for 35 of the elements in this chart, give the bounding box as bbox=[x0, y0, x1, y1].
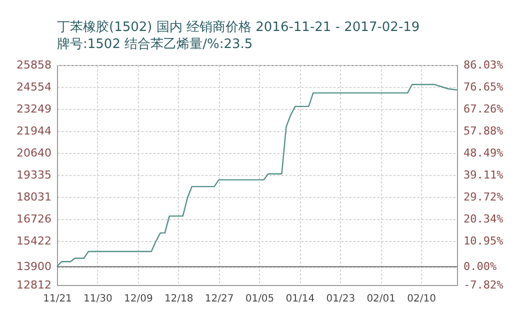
y-tick-label: 23249 bbox=[16, 102, 52, 116]
y2-tick-label: 20.34% bbox=[464, 212, 504, 226]
x-tick-label: 01/23 bbox=[326, 294, 356, 304]
x-tick-label: 02/10 bbox=[407, 294, 436, 304]
y-tick-label: 20640 bbox=[16, 146, 52, 160]
y2-tick-label: 67.26% bbox=[464, 102, 504, 116]
line-series bbox=[56, 84, 458, 268]
y2-tick-label: -7.82% bbox=[464, 278, 504, 292]
y2-tick-label: 0.00% bbox=[464, 260, 497, 274]
x-tick-label: 11/30 bbox=[84, 294, 112, 304]
y-tick-label: 16726 bbox=[16, 212, 52, 226]
y-tick-label: 25858 bbox=[16, 58, 52, 72]
y2-tick-label: 48.49% bbox=[464, 146, 504, 160]
y2-tick-label: 86.03% bbox=[464, 58, 504, 72]
y-tick-label: 15422 bbox=[16, 234, 52, 248]
y2-tick-label: 76.65% bbox=[464, 80, 504, 94]
y2-tick-label: 10.95% bbox=[464, 234, 504, 248]
y-tick-label: 21944 bbox=[16, 124, 52, 138]
y-tick-label: 24554 bbox=[16, 80, 52, 94]
y-tick-label: 19335 bbox=[16, 168, 52, 182]
chart-title: 丁苯橡胶(1502) 国内 经销商价格 2016-11-21 - 2017-02-19 bbox=[57, 20, 420, 35]
x-tick-label: 02/01 bbox=[366, 294, 396, 304]
y2-tick-label: 29.72% bbox=[464, 190, 504, 204]
chart-subtitle: 牌号:1502 结合苯乙烯量/%:23.5 bbox=[57, 37, 253, 52]
y2-tick-label: 57.88% bbox=[464, 124, 504, 138]
x-tick-label: 12/18 bbox=[164, 294, 194, 304]
x-tick-label: 12/09 bbox=[124, 294, 153, 304]
y-tick-label: 12812 bbox=[16, 278, 52, 292]
x-tick-label: 01/05 bbox=[245, 294, 274, 304]
y-tick-label: 13900 bbox=[16, 260, 52, 274]
x-tick-label: 01/14 bbox=[286, 294, 315, 304]
x-tick-label: 11/21 bbox=[43, 294, 72, 304]
y-tick-label: 18031 bbox=[16, 190, 52, 204]
x-tick-label: 12/27 bbox=[204, 294, 234, 304]
y2-tick-label: 39.11% bbox=[464, 168, 504, 182]
